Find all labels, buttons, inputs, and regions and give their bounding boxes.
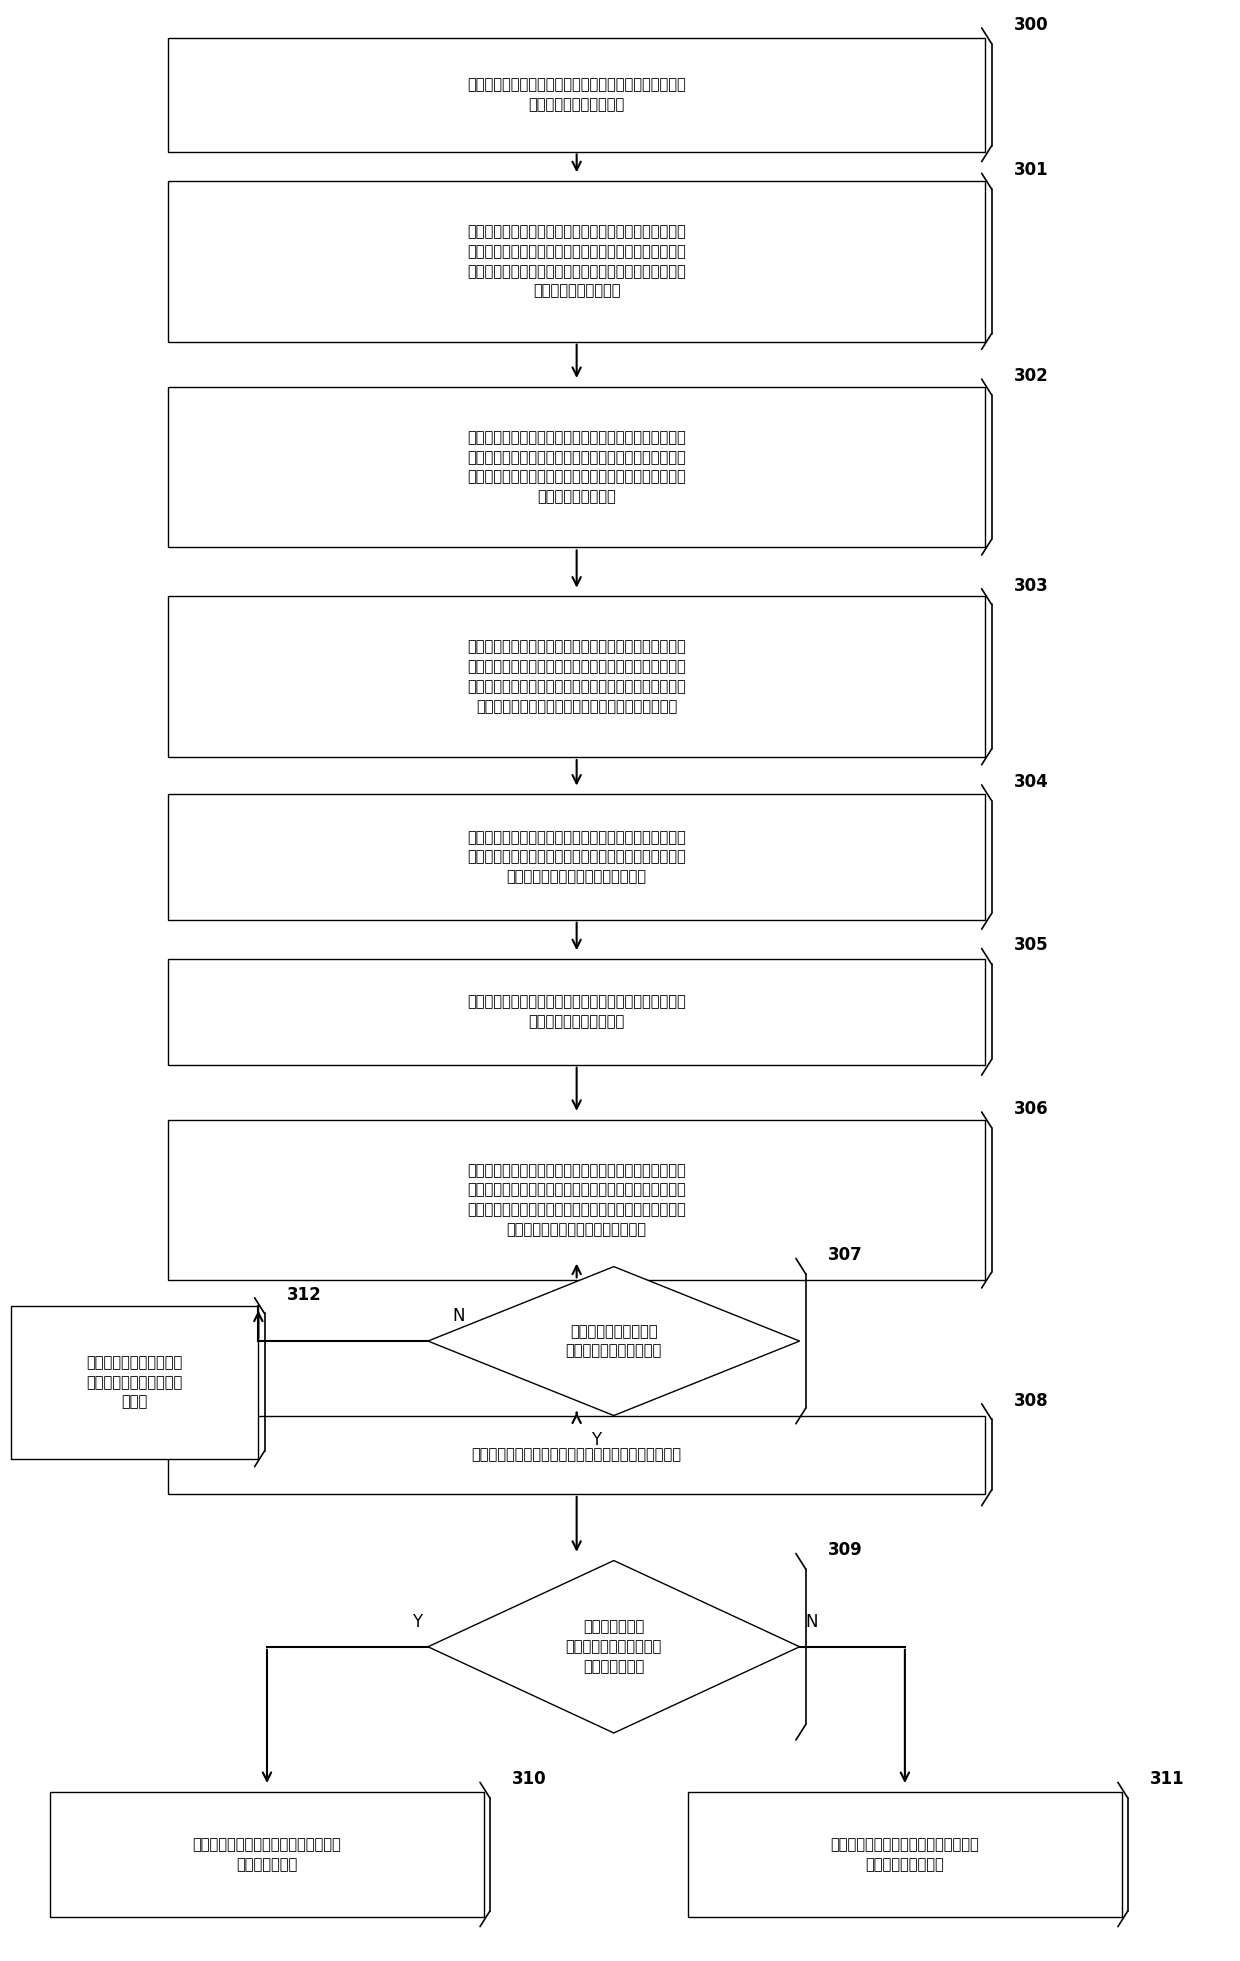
- FancyBboxPatch shape: [51, 1792, 484, 1918]
- FancyBboxPatch shape: [167, 959, 986, 1065]
- Text: 308: 308: [1014, 1392, 1049, 1410]
- Text: N: N: [806, 1614, 818, 1632]
- Polygon shape: [428, 1561, 800, 1734]
- FancyBboxPatch shape: [167, 180, 986, 341]
- Text: Y: Y: [412, 1614, 422, 1632]
- Text: 判断两个恶意文
件分别对应的数字签名是
否满足预设条件: 判断两个恶意文 件分别对应的数字签名是 否满足预设条件: [565, 1620, 662, 1675]
- FancyBboxPatch shape: [688, 1792, 1122, 1918]
- Text: 302: 302: [1014, 367, 1049, 384]
- Text: 统计每一个类别下的各个恶意文件，针对归属于同一类别
的各个恶意文件，以每两个恶意文件为一同源判定单位，
计算同源判定单位包含的两个恶意文件分别对应的进程调
用关: 统计每一个类别下的各个恶意文件，针对归属于同一类别 的各个恶意文件，以每两个恶意…: [467, 1163, 686, 1237]
- FancyBboxPatch shape: [167, 386, 986, 547]
- FancyBboxPatch shape: [11, 1306, 258, 1459]
- Text: 309: 309: [828, 1541, 863, 1559]
- Text: 基于获得的每一个恶意文件分别对应的进程行为特征值、
访问行为特征值、域名解析行为特征值和注册表行为特征
值，生成相应的恶意文件的维度矩阵: 基于获得的每一个恶意文件分别对应的进程行为特征值、 访问行为特征值、域名解析行为…: [467, 830, 686, 884]
- Text: 将获得的维度矩阵输入预先建立的类别预测模型，获取每
一个恶意文件所属的类别: 将获得的维度矩阵输入预先建立的类别预测模型，获取每 一个恶意文件所属的类别: [467, 994, 686, 1030]
- Text: N: N: [453, 1308, 465, 1326]
- Text: 认定同源判定单位包含的两个恶意文件
是疑似同源恶意文件: 认定同源判定单位包含的两个恶意文件 是疑似同源恶意文件: [831, 1837, 980, 1873]
- Text: 在指定环境中运行每一个恶意文件，获取每一个恶意文件
在运行过程中的行为信息: 在指定环境中运行每一个恶意文件，获取每一个恶意文件 在运行过程中的行为信息: [467, 76, 686, 112]
- Text: 305: 305: [1014, 937, 1049, 955]
- Text: 310: 310: [512, 1771, 547, 1788]
- Text: 311: 311: [1151, 1771, 1184, 1788]
- Text: 301: 301: [1014, 161, 1049, 178]
- Text: 307: 307: [828, 1247, 863, 1265]
- Text: 300: 300: [1014, 16, 1049, 33]
- Text: 306: 306: [1014, 1100, 1049, 1118]
- FancyBboxPatch shape: [167, 596, 986, 757]
- Text: 基于每一个恶意文件在进程行为、访问行为、域名解析行
为、注册表行为四个指定维度下的特征性行为数据信息，
分别获取相应的恶意文件对应的进程行为特征值、访问行
为特: 基于每一个恶意文件在进程行为、访问行为、域名解析行 为、注册表行为四个指定维度下…: [467, 639, 686, 714]
- FancyBboxPatch shape: [167, 1416, 986, 1494]
- Text: 303: 303: [1014, 577, 1049, 594]
- Polygon shape: [428, 1267, 800, 1416]
- Text: 认定同源判定单位包含的
两个恶意文件不是同源恶
意文件: 认定同源判定单位包含的 两个恶意文件不是同源恶 意文件: [87, 1355, 182, 1410]
- Text: 312: 312: [286, 1286, 321, 1304]
- Text: Y: Y: [591, 1432, 601, 1449]
- FancyBboxPatch shape: [167, 794, 986, 920]
- Text: 从获得的每一个恶意文件分别对应的行为信息中，分别提
取出相应的恶意文件在进程行为、访问行为、域名解析行
为、注册表行为、进程调用关系图和数字签名等各个指定
维度: 从获得的每一个恶意文件分别对应的行为信息中，分别提 取出相应的恶意文件在进程行为…: [467, 224, 686, 298]
- FancyBboxPatch shape: [167, 37, 986, 151]
- Text: 从每一个恶意文件在各个指定维度下的行为数据信息中，
分别剔除相应的恶意文件在各个指定维度下的非特征性行
为数据信息，以获取每一个恶意文件在各个指定维度下的
特征: 从每一个恶意文件在各个指定维度下的行为数据信息中， 分别剔除相应的恶意文件在各个…: [467, 429, 686, 504]
- Text: 认定同源判定单位包含的两个恶意文件
是同源恶意文件: 认定同源判定单位包含的两个恶意文件 是同源恶意文件: [192, 1837, 341, 1873]
- Text: 判断进程调用关系相似
度是否大于等于预设阈值: 判断进程调用关系相似 度是否大于等于预设阈值: [565, 1324, 662, 1359]
- FancyBboxPatch shape: [167, 1120, 986, 1281]
- Text: 认定同源判定单位包含的两个恶意文件是相似恶意文件: 认定同源判定单位包含的两个恶意文件是相似恶意文件: [471, 1447, 682, 1463]
- Text: 304: 304: [1014, 773, 1049, 790]
